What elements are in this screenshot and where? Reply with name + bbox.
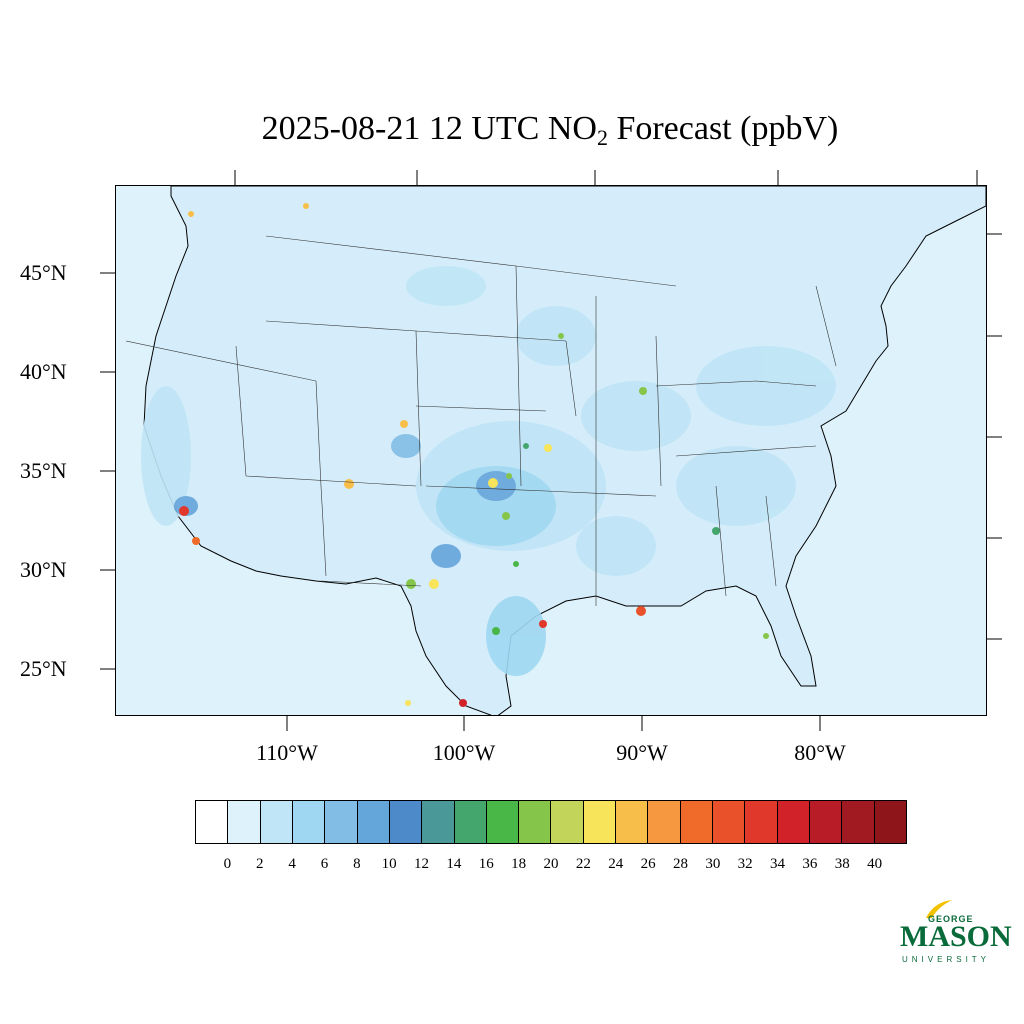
colorbar-cell bbox=[196, 801, 229, 843]
colorbar-tick-label: 34 bbox=[770, 856, 786, 872]
colorbar-tick-label: 24 bbox=[608, 856, 624, 872]
title-suffix: Forecast (ppbV) bbox=[607, 110, 839, 147]
colorbar-tick-label: 2 bbox=[255, 856, 264, 872]
colorbar-tick-label: 0 bbox=[223, 856, 232, 872]
lat-label-25: 25°N bbox=[20, 656, 67, 681]
chart-title: 2025-08-21 12 UTC NO2 Forecast (ppbV) bbox=[0, 110, 1024, 151]
colorbar-cell bbox=[292, 801, 326, 843]
no2-hotspots bbox=[179, 203, 769, 707]
title-subscript: 2 bbox=[596, 125, 608, 150]
lat-label-40: 40°N bbox=[20, 359, 67, 384]
title-prefix: 2025-08-21 12 UTC NO bbox=[261, 110, 597, 147]
colorbar-cell bbox=[616, 801, 649, 843]
colorbar-cell bbox=[389, 801, 423, 843]
colorbar-cell bbox=[648, 801, 681, 843]
lat-label-45: 45°N bbox=[20, 260, 67, 285]
map-plot bbox=[125, 186, 986, 715]
colorbar-cell bbox=[713, 801, 746, 843]
colorbar-tick-label: 22 bbox=[575, 856, 591, 872]
colorbar-tick-label: 28 bbox=[672, 856, 688, 872]
colorbar-tick-label: 38 bbox=[834, 856, 850, 872]
colorbar-cell bbox=[260, 801, 293, 843]
map-panel bbox=[115, 185, 987, 716]
lon-label-100w: 100°W bbox=[432, 740, 496, 765]
colorbar-cell bbox=[357, 801, 390, 843]
colorbar-tick-label: 32 bbox=[737, 856, 753, 872]
colorbar-cell bbox=[874, 801, 906, 843]
colorbar-tick-label: 36 bbox=[802, 856, 818, 872]
logo-university-text: UNIVERSITY bbox=[902, 955, 991, 964]
colorbar-cell bbox=[680, 801, 713, 843]
colorbar-cell bbox=[842, 801, 875, 843]
colorbar-cell bbox=[454, 801, 487, 843]
colorbar-cell bbox=[583, 801, 617, 843]
colorbar-cell bbox=[551, 801, 584, 843]
lon-label-80w: 80°W bbox=[794, 740, 846, 765]
lat-label-30: 30°N bbox=[20, 557, 67, 582]
colorbar-tick-label: 26 bbox=[640, 856, 656, 872]
logo-mason-text: MASON bbox=[900, 920, 1012, 953]
no2-field bbox=[141, 266, 836, 676]
colorbar-tick-label: 20 bbox=[543, 856, 559, 872]
colorbar-tick-label: 6 bbox=[320, 856, 329, 872]
colorbar-cell bbox=[777, 801, 810, 843]
colorbar-cell bbox=[809, 801, 843, 843]
colorbar-cell bbox=[228, 801, 261, 843]
state-boundaries bbox=[125, 235, 837, 606]
colorbar-tick-label: 18 bbox=[511, 856, 527, 872]
colorbar-tick-label: 16 bbox=[478, 856, 494, 872]
gmu-logo: GEORGE MASON UNIVERSITY bbox=[898, 898, 1012, 970]
colorbar-cell bbox=[422, 801, 455, 843]
colorbar-tick-label: 40 bbox=[867, 856, 883, 872]
colorbar-tick-label: 8 bbox=[353, 856, 361, 872]
colorbar-tick-label: 14 bbox=[446, 856, 462, 872]
colorbar-tick-label: 4 bbox=[288, 856, 296, 872]
lon-label-90w: 90°W bbox=[616, 740, 668, 765]
colorbar bbox=[195, 800, 907, 844]
colorbar-tick-label: 12 bbox=[414, 856, 430, 872]
lon-label-110w: 110°W bbox=[256, 740, 318, 765]
colorbar-cell bbox=[519, 801, 552, 843]
lat-label-35: 35°N bbox=[20, 458, 67, 483]
colorbar-cell bbox=[325, 801, 358, 843]
colorbar-cell bbox=[486, 801, 520, 843]
colorbar-tick-label: 10 bbox=[381, 856, 397, 872]
logo-swoosh-icon bbox=[926, 900, 952, 918]
colorbar-cell bbox=[745, 801, 778, 843]
colorbar-tick-label: 30 bbox=[705, 856, 721, 872]
logo-george-text: GEORGE bbox=[928, 914, 974, 924]
